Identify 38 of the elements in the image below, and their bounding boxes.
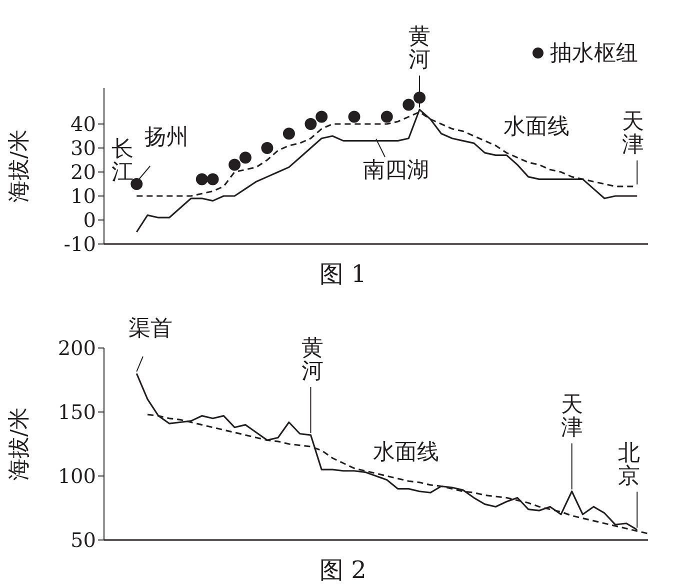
annotation: 扬州 [144,125,189,150]
y-tick-label: 0 [83,208,96,232]
point [304,118,317,130]
y-tick-label: 50 [70,528,96,552]
text: 黄河 [408,24,431,73]
point [228,158,241,171]
y-tick-label: 10 [70,184,96,208]
y-tick-label: 40 [70,112,96,136]
legend-label: 抽水枢纽 [549,40,638,68]
y-tick-label: 30 [70,136,96,160]
point [206,173,219,186]
text: 图 1 [318,259,368,290]
y-tick-label: 150 [58,400,96,424]
annotation: 南四湖 [363,158,429,183]
y-tick-label: 100 [58,464,96,488]
annotation: 天津 [622,109,644,158]
series-label: 水面线 [504,114,570,140]
y-tick-label: -10 [64,232,96,256]
y-tick-label: 200 [58,336,96,360]
point [348,110,360,123]
series-label: 水面线 [373,440,440,465]
point [239,152,252,164]
point [316,110,328,123]
y-tick-label: 20 [70,160,96,184]
point [402,98,415,111]
y-axis-title: 海拔/米 [6,407,32,481]
point [414,92,426,104]
text: 图 2 [318,555,368,586]
annotation: 黄河 [302,336,324,384]
point [196,173,208,186]
text: 渠首 [128,316,173,342]
annotation: 天津 [560,392,583,440]
point [380,110,393,123]
annotation: 北京 [618,440,640,489]
point [282,128,295,140]
point [261,142,274,154]
y-axis-title: 海拔/米 [6,129,32,203]
annotation: 长江 [112,137,134,186]
